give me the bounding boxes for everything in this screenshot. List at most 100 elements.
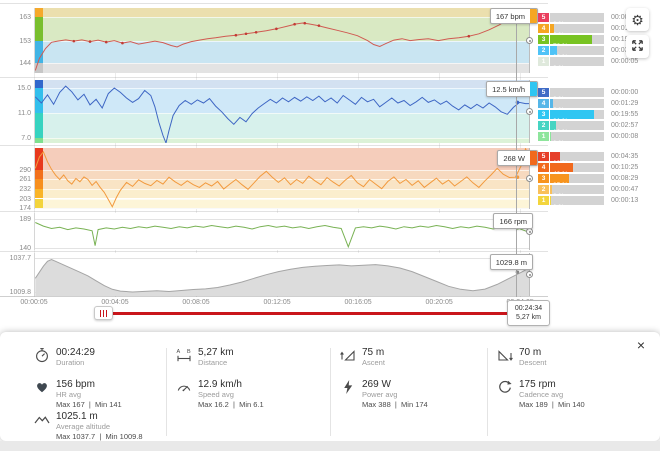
close-icon: × xyxy=(636,337,645,353)
zone-bar-fill xyxy=(550,185,552,194)
zone-time: 00:00:13 xyxy=(611,197,639,204)
heart-rate-chart[interactable] xyxy=(34,8,530,73)
heart-rate-resize-handle[interactable] xyxy=(526,37,533,44)
zone-bar-fill xyxy=(550,35,593,44)
zone-number-badge: 1 xyxy=(538,196,549,205)
tooltip-value: 1029.8 m xyxy=(495,257,527,267)
stat-value: 00:24:29 xyxy=(56,347,95,358)
zone-number-badge: 4 xyxy=(538,99,549,108)
zone-percent-bar: 8 % xyxy=(550,24,604,39)
cadence-resize-handle[interactable] xyxy=(526,228,533,235)
gear-icon: ⚙ xyxy=(631,11,644,28)
power-chart[interactable] xyxy=(34,148,530,209)
tooltip-value: 167 bpm xyxy=(495,11,525,21)
stat-max-min: Max 388 | Min 174 xyxy=(362,400,428,409)
cadence-series xyxy=(35,222,529,249)
settings-button[interactable]: ⚙ xyxy=(626,8,649,31)
zone-scale-column xyxy=(35,63,43,73)
y-tick-label: 15.0 xyxy=(17,85,31,92)
stat-distance: A B 5,27 km Distance xyxy=(176,347,234,367)
zone-percent-bar: 1 % xyxy=(550,196,604,211)
horizontal-gridline xyxy=(35,198,529,200)
zone-percent-bar: 0 % xyxy=(550,13,604,28)
zone-background-band xyxy=(35,41,529,64)
summary-divider xyxy=(487,348,488,436)
cadence-value-tooltip: 166 rpm xyxy=(493,213,533,229)
stat-hr-avg: 156 bpm HR avg Max 167 | Min 141 xyxy=(34,379,122,409)
altitude-series xyxy=(35,258,529,296)
speed-resize-handle[interactable] xyxy=(526,108,533,115)
y-tick-label: 144 xyxy=(19,60,31,68)
zone-bar-fill xyxy=(550,46,558,55)
zone-background-band xyxy=(35,8,529,17)
altitude-chart[interactable] xyxy=(34,253,530,296)
speed-zones-panel: 50 %00:00:0046 %00:01:29381 %00:19:55212… xyxy=(538,88,660,147)
zone-scale-column xyxy=(35,198,43,208)
tooltip-value: 268 W xyxy=(503,153,525,163)
stat-max-min: Max 16.2 | Min 6.1 xyxy=(198,400,264,409)
tooltip-value: 166 rpm xyxy=(499,216,527,226)
x-tick-label: 00:20:05 xyxy=(425,299,453,306)
zone-scale-column xyxy=(35,169,43,180)
power-zones-panel: 519 % 00:04:35 443 % 00:10:25 335 % 00:08:29 2… xyxy=(538,152,660,211)
y-tick-label: 174 xyxy=(19,205,31,213)
y-tick-label: 153 xyxy=(19,38,31,46)
zone-time: 00:10:25 xyxy=(611,164,639,171)
scrubber-handle[interactable] xyxy=(94,306,113,320)
x-tick-label: 00:16:05 xyxy=(344,299,372,306)
stat-value: 5,27 km xyxy=(198,347,234,358)
stopwatch-icon xyxy=(34,347,50,363)
zone-scale-column xyxy=(35,41,43,64)
horizontal-gridline xyxy=(35,41,529,43)
scrubber-track[interactable] xyxy=(112,312,509,315)
stat-value: 156 bpm xyxy=(56,379,95,390)
zone-row: 335 % 00:08:29 xyxy=(538,174,660,189)
zone-percent-bar: 6 % xyxy=(550,99,604,114)
zone-percent-bar: 0 % xyxy=(550,57,604,72)
cadence-icon xyxy=(497,379,513,395)
x-tick-label: 00:00:05 xyxy=(20,299,48,306)
power-resize-handle[interactable] xyxy=(526,175,533,182)
zone-time: 00:04:35 xyxy=(611,153,639,160)
speed-chart[interactable] xyxy=(34,80,530,143)
horizontal-gridline xyxy=(35,218,529,220)
zone-color-chip xyxy=(530,82,537,96)
stat-value: 1025.1 m xyxy=(56,411,98,422)
zone-scale-column xyxy=(35,113,43,138)
zone-number-badge: 2 xyxy=(538,46,549,55)
zone-number-badge: 5 xyxy=(538,152,549,161)
chart-divider xyxy=(0,211,548,212)
altitude-value-tooltip: 1029.8 m xyxy=(489,254,533,270)
stat-ascent: 75 m Ascent xyxy=(340,347,385,367)
zone-background-band xyxy=(35,113,529,138)
fullscreen-button[interactable] xyxy=(626,35,649,58)
summary-divider xyxy=(166,348,167,436)
speed-value-tooltip: 12.5 km/h xyxy=(486,81,538,97)
y-tick-label: 7.0 xyxy=(21,135,31,142)
horizontal-gridline xyxy=(35,138,529,139)
altitude-resize-handle[interactable] xyxy=(526,271,533,278)
x-tick-label: 00:12:05 xyxy=(263,299,291,306)
zone-bar-fill xyxy=(550,196,551,205)
bolt-icon xyxy=(340,379,356,395)
stat-label: Speed avg xyxy=(198,390,234,399)
zone-background-band xyxy=(35,80,529,88)
heart-rate-series xyxy=(35,8,529,71)
zone-time: 00:19:55 xyxy=(611,111,639,118)
y-tick-label: 189 xyxy=(19,215,31,223)
zone-background-band xyxy=(35,169,529,180)
zone-number-badge: 3 xyxy=(538,35,549,44)
zone-row: 23 % 00:00:47 xyxy=(538,185,660,200)
chart-divider xyxy=(0,251,548,252)
zone-percent-bar: 78 % xyxy=(550,35,604,50)
hr-zones-panel: 50 %00:00:0048 %00:01:59378 %00:19:09213… xyxy=(538,13,660,72)
horizontal-gridline xyxy=(35,247,529,249)
stat-power-avg: 269 W Power avg Max 388 | Min 174 xyxy=(340,379,428,409)
zone-number-badge: 2 xyxy=(538,185,549,194)
close-summary-button[interactable]: × xyxy=(632,335,650,355)
cadence-chart[interactable] xyxy=(34,213,530,250)
horizontal-gridline xyxy=(35,208,529,209)
horizontal-gridline xyxy=(35,63,529,65)
